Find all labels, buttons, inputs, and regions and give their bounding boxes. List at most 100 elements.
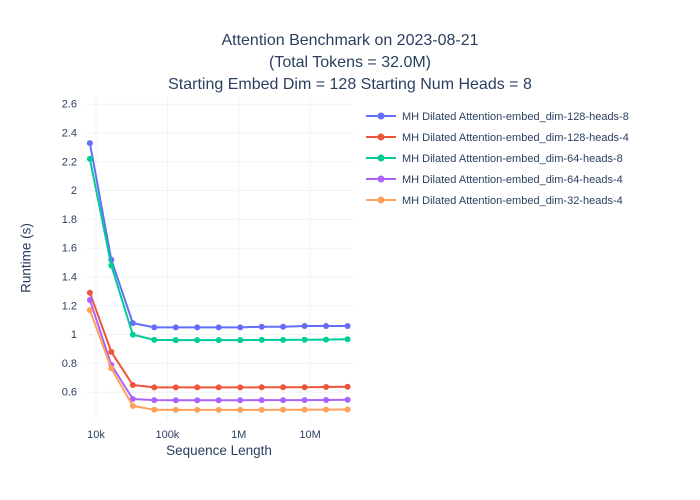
series-marker: [86, 307, 93, 314]
y-tick-label: 2: [71, 185, 77, 197]
series-marker: [129, 402, 136, 409]
series-marker: [258, 323, 265, 330]
series-marker: [280, 397, 287, 404]
legend-label: MH Dilated Attention-embed_dim-128-heads…: [402, 111, 629, 123]
chart-title-line-2: (Total Tokens = 32.0M): [268, 54, 431, 71]
y-tick-label: 0.6: [62, 387, 77, 399]
series-marker: [323, 397, 330, 403]
y-tick-label: 1.2: [62, 300, 77, 312]
series-marker: [86, 297, 93, 303]
series-marker: [151, 336, 158, 343]
legend-marker-swatch: [377, 154, 385, 162]
series-marker: [344, 336, 351, 343]
y-tick-label: 1.4: [62, 272, 77, 284]
series-marker: [301, 384, 308, 391]
series-marker: [172, 337, 179, 344]
y-tick-label: 0.8: [62, 358, 77, 370]
series-marker: [194, 337, 201, 344]
y-tick-label: 2.6: [62, 99, 77, 111]
series-marker: [86, 140, 93, 147]
series-marker: [258, 336, 265, 343]
legend-item[interactable]: MH Dilated Attention-embed_dim-32-heads-…: [366, 195, 623, 207]
series-marker: [258, 406, 265, 413]
legend-label: MH Dilated Attention-embed_dim-32-heads-…: [402, 195, 623, 207]
x-tick-label: 10M: [299, 429, 320, 441]
series-line: [88, 142, 348, 329]
series-marker: [86, 289, 93, 296]
series-marker: [280, 406, 287, 413]
series-marker: [215, 384, 222, 391]
series-marker: [194, 324, 201, 331]
series-marker: [151, 324, 158, 331]
y-tick-label: 2.2: [62, 156, 77, 168]
series-marker: [301, 397, 308, 404]
series-marker: [237, 406, 244, 413]
legend-label: MH Dilated Attention-embed_dim-64-heads-…: [402, 174, 623, 186]
series-marker: [237, 384, 244, 391]
series-marker: [280, 323, 287, 330]
y-tick-label: 1: [71, 329, 77, 341]
series-marker: [215, 324, 222, 331]
legend-item[interactable]: MH Dilated Attention-embed_dim-64-heads-…: [366, 174, 623, 186]
series-marker: [129, 382, 136, 388]
series-marker: [237, 397, 244, 404]
series-marker: [151, 406, 158, 413]
x-tick-label: 1M: [231, 429, 246, 441]
series-marker: [323, 384, 330, 390]
legend-item[interactable]: MH Dilated Attention-embed_dim-128-heads…: [366, 111, 629, 123]
legend-marker-swatch: [377, 175, 385, 183]
y-tick-label: 1.6: [62, 243, 77, 255]
series-marker: [108, 348, 115, 355]
series-marker: [194, 384, 201, 391]
series-marker: [194, 397, 201, 404]
series-marker: [344, 323, 351, 329]
x-tick-label: 100k: [155, 429, 179, 441]
series-marker: [323, 323, 330, 329]
series-marker: [344, 396, 351, 403]
legend-label: MH Dilated Attention-embed_dim-64-heads-…: [402, 153, 623, 165]
series-marker: [86, 155, 93, 162]
chart-title: Attention Benchmark on 2023-08-21 (Total…: [0, 30, 700, 96]
series-marker: [237, 324, 244, 331]
series-marker: [215, 337, 222, 344]
series-marker: [172, 324, 179, 331]
series-marker: [129, 320, 136, 327]
chart-title-line-1: Attention Benchmark on 2023-08-21: [221, 32, 479, 49]
y-tick-label: 2.4: [62, 128, 77, 140]
series-marker: [301, 406, 308, 413]
x-tick-label: 10k: [87, 429, 105, 441]
y-tick-label: 1.8: [62, 214, 77, 226]
series-marker: [108, 365, 115, 372]
series-marker: [258, 397, 265, 404]
legend-marker-swatch: [377, 133, 385, 141]
series-marker: [129, 396, 136, 402]
legend-item[interactable]: MH Dilated Attention-embed_dim-128-heads…: [366, 132, 629, 144]
series-marker: [301, 336, 308, 343]
series-marker: [280, 336, 287, 343]
x-axis-title: Sequence Length: [166, 443, 272, 458]
chart-title-line-3: Starting Embed Dim = 128 Starting Num He…: [168, 76, 532, 93]
series-marker: [108, 262, 115, 269]
series-marker: [344, 383, 351, 390]
series-marker: [151, 384, 158, 391]
legend-item[interactable]: MH Dilated Attention-embed_dim-64-heads-…: [366, 153, 623, 165]
series-marker: [323, 336, 330, 343]
series-marker: [344, 406, 351, 413]
series-marker: [129, 331, 136, 338]
series-marker: [237, 337, 244, 344]
series-marker: [151, 397, 158, 404]
series-marker: [280, 384, 287, 391]
series-marker: [172, 384, 179, 391]
series-marker: [323, 406, 330, 413]
series-marker: [194, 406, 201, 413]
legend-marker-swatch: [377, 196, 385, 204]
series-marker: [172, 406, 179, 413]
series-marker: [215, 397, 222, 404]
series-marker: [258, 384, 265, 391]
series-marker: [215, 406, 222, 413]
series-marker: [172, 397, 179, 404]
legend-marker-swatch: [377, 112, 385, 120]
series-marker: [301, 323, 308, 329]
